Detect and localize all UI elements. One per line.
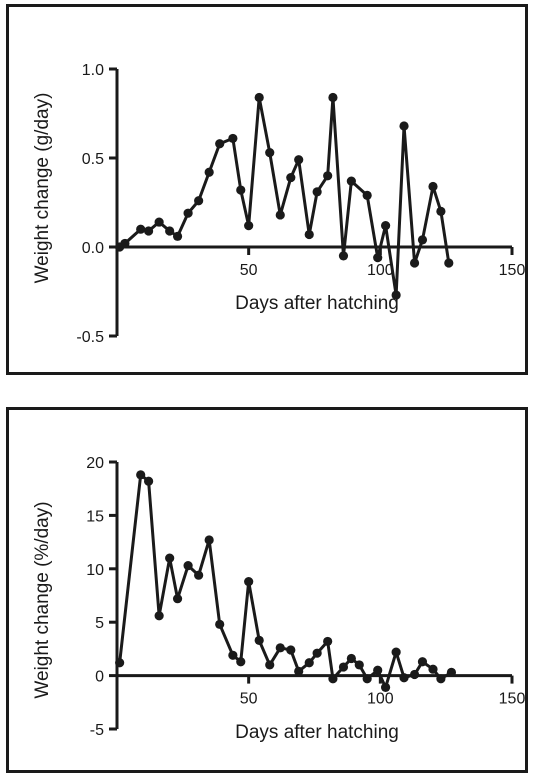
chart-2-data-point bbox=[381, 682, 391, 692]
chart-1-data-point bbox=[183, 208, 193, 218]
chart-1-data-point bbox=[373, 253, 383, 263]
chart-1-data-point bbox=[154, 217, 164, 227]
chart-1-y-tick-label: -0.5 bbox=[76, 329, 104, 346]
chart-2-data-point bbox=[399, 673, 409, 683]
chart-2-data-point bbox=[312, 648, 322, 658]
chart-1-x-axis-title: Days after hatching bbox=[235, 293, 399, 314]
chart-1-data-point bbox=[444, 258, 454, 268]
chart-2-data-point bbox=[228, 650, 238, 660]
chart-2-data-point bbox=[354, 660, 364, 670]
chart-2-data-point bbox=[136, 470, 146, 480]
chart-2-data-point bbox=[391, 647, 401, 657]
chart-1-data-point bbox=[391, 290, 401, 300]
chart-2-y-tick-label: 10 bbox=[86, 562, 104, 579]
chart-2-data-point bbox=[373, 665, 383, 675]
chart-2-x-axis-title: Days after hatching bbox=[235, 722, 399, 743]
chart-2-data-point bbox=[338, 662, 349, 672]
chart-2-data-point bbox=[204, 535, 214, 545]
chart-2-data-point bbox=[165, 553, 175, 563]
chart-1-data-point bbox=[194, 196, 204, 206]
chart-2-data-point bbox=[254, 635, 264, 645]
chart-2-data-point bbox=[294, 666, 304, 676]
chart-2-y-tick-label: 5 bbox=[95, 615, 104, 632]
chart-1-data-point bbox=[244, 221, 254, 231]
chart-2-data-point bbox=[115, 658, 125, 668]
chart-2-data-point bbox=[286, 645, 296, 655]
chart-1-data-point bbox=[312, 187, 322, 197]
chart-2-y-axis-title: Weight change (%/day) bbox=[32, 501, 53, 698]
chart-1-x-tick-label: 50 bbox=[240, 262, 258, 279]
chart-1-data-point bbox=[417, 235, 428, 245]
chart-1-y-tick-label: 0.5 bbox=[82, 151, 104, 168]
chart-2-y-tick-label: -5 bbox=[90, 722, 104, 739]
chart-1-data-point bbox=[323, 171, 333, 181]
chart-1-y-tick-label: 1.0 bbox=[82, 62, 104, 79]
chart-2-y-tick-label: 15 bbox=[86, 508, 104, 525]
chart-1-data-point bbox=[286, 172, 296, 183]
chart-1-data-point bbox=[399, 121, 409, 131]
chart-1-data-point bbox=[304, 229, 314, 240]
chart-1-y-axis-title: Weight change (g/day) bbox=[32, 93, 53, 284]
chart-1-data-point bbox=[362, 190, 372, 200]
chart-2-data-point bbox=[328, 674, 338, 684]
chart-1-data-point bbox=[328, 92, 338, 103]
chart-1-data-point bbox=[275, 210, 285, 220]
chart-2-data-point bbox=[428, 664, 438, 674]
chart-1-data-point bbox=[204, 167, 214, 177]
chart-2-data-point bbox=[236, 657, 246, 667]
chart-1-x-tick-label: 150 bbox=[499, 262, 526, 279]
chart-2-data-point bbox=[362, 674, 372, 684]
chart-1-data-point bbox=[120, 238, 130, 249]
chart-1-data-point bbox=[172, 231, 183, 241]
chart-2-data-point bbox=[215, 619, 225, 629]
chart-1-data-point bbox=[428, 181, 438, 192]
chart-1-data-point bbox=[254, 92, 264, 103]
chart-2-x-tick-label: 100 bbox=[367, 691, 394, 708]
chart-2-data-point bbox=[172, 594, 183, 604]
chart-2-data-point bbox=[417, 657, 428, 667]
chart-2-x-tick-label: 50 bbox=[240, 691, 258, 708]
chart-2-data-point bbox=[346, 653, 356, 664]
chart-1-data-point bbox=[265, 148, 275, 158]
chart-2-data-point bbox=[265, 660, 275, 670]
chart-2-data-point bbox=[194, 570, 204, 580]
chart-2-data-point bbox=[304, 658, 314, 668]
chart-1-data-point bbox=[338, 251, 349, 261]
chart-1-data-point bbox=[236, 185, 246, 195]
chart-2-data-point bbox=[154, 611, 164, 621]
chart-2-y-tick-label: 20 bbox=[86, 455, 104, 472]
chart-2-data-point bbox=[183, 560, 193, 571]
chart-2-data-point bbox=[244, 577, 254, 587]
chart-2-data-point bbox=[436, 674, 446, 684]
chart-1-y-tick-label: 0.0 bbox=[82, 240, 104, 257]
chart-2-data-point bbox=[409, 669, 420, 680]
chart-1-data-point bbox=[215, 139, 225, 149]
chart-1-data-point bbox=[409, 258, 420, 268]
chart-1-data-point bbox=[294, 155, 304, 165]
chart-2-data-point bbox=[275, 643, 285, 653]
chart-1-series-line bbox=[118, 95, 451, 297]
chart-2-series-line bbox=[118, 473, 453, 689]
chart-2-data-point bbox=[144, 476, 154, 486]
chart-2-data-point bbox=[446, 667, 457, 677]
chart-panel-weight-g bbox=[6, 4, 528, 375]
chart-1-data-point bbox=[144, 226, 154, 236]
chart-2-y-tick-label: 0 bbox=[95, 669, 104, 686]
chart-1-data-point bbox=[381, 221, 391, 231]
chart-1-x-tick-label: 100 bbox=[367, 262, 394, 279]
chart-1-data-point bbox=[346, 176, 356, 186]
chart-1-data-point bbox=[436, 206, 446, 216]
chart-1-data-point bbox=[136, 224, 146, 234]
chart-1-data-point bbox=[165, 226, 175, 236]
chart-2-data-point bbox=[323, 636, 333, 647]
chart-2-x-tick-label: 150 bbox=[499, 691, 526, 708]
chart-panel-weight-percent bbox=[6, 407, 528, 773]
chart-1-data-point bbox=[228, 133, 238, 144]
